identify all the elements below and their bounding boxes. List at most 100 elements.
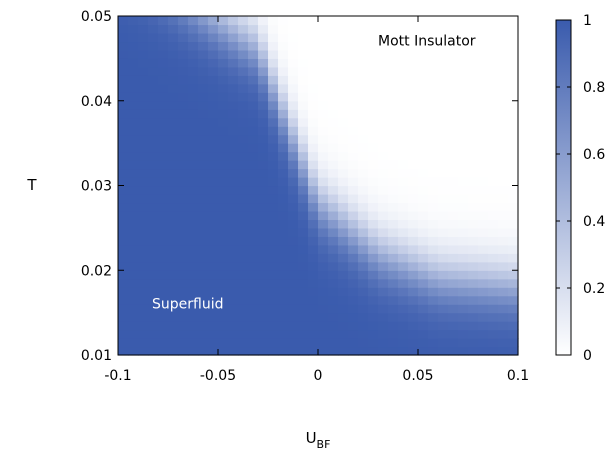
heatmap-cell <box>188 66 199 76</box>
heatmap-cell <box>498 295 509 305</box>
heatmap-cell <box>258 92 269 102</box>
x-axis-label-main: U <box>306 429 317 447</box>
heatmap-cell <box>368 49 379 59</box>
heatmap-cell <box>248 151 259 161</box>
heatmap-cell <box>228 278 239 288</box>
heatmap-cell <box>458 16 469 26</box>
heatmap-cell <box>168 160 179 170</box>
heatmap-cell <box>208 134 219 144</box>
heatmap-cell <box>178 75 189 85</box>
heatmap-cell <box>238 295 249 305</box>
heatmap-cell <box>228 49 239 59</box>
heatmap-cell <box>438 58 449 68</box>
heatmap-cell <box>178 58 189 68</box>
heatmap-cell <box>298 134 309 144</box>
heatmap-cell <box>468 24 479 34</box>
colorbar-tick-label: 0.8 <box>583 80 605 96</box>
heatmap-cell <box>318 160 329 170</box>
heatmap-cell <box>428 168 439 178</box>
heatmap-cell <box>268 75 279 85</box>
heatmap-cell <box>168 41 179 51</box>
heatmap-cell <box>498 100 509 110</box>
heatmap-cell <box>278 49 289 59</box>
heatmap-cell <box>308 58 319 68</box>
heatmap-cell <box>268 312 279 322</box>
heatmap-cell <box>298 168 309 178</box>
heatmap-cell <box>168 32 179 43</box>
heatmap-cell <box>498 151 509 161</box>
heatmap-cell <box>378 185 389 195</box>
heatmap-cell <box>438 270 449 280</box>
heatmap-cell <box>298 16 309 26</box>
heatmap-cell <box>388 261 399 271</box>
heatmap-cell <box>178 24 189 34</box>
heatmap-cell <box>228 346 239 356</box>
heatmap-cell <box>498 75 509 85</box>
heatmap-cell <box>168 66 179 76</box>
heatmap-cell <box>358 227 369 237</box>
y-tick-label: 0.03 <box>81 179 112 195</box>
heatmap-cell <box>328 185 339 195</box>
heatmap-cell <box>428 75 439 85</box>
heatmap-cell <box>158 134 169 144</box>
heatmap-cell <box>358 49 369 59</box>
heatmap-cell <box>148 109 159 119</box>
heatmap-cell <box>388 49 399 59</box>
heatmap-cell <box>408 261 419 271</box>
heatmap-cell <box>288 24 299 34</box>
heatmap-cell <box>308 346 319 356</box>
heatmap-cell <box>388 278 399 288</box>
heatmap-cell <box>288 160 299 170</box>
heatmap-cell <box>128 58 139 68</box>
heatmap-cell <box>318 227 329 237</box>
heatmap-cell <box>298 329 309 339</box>
heatmap-cell <box>168 151 179 161</box>
heatmap-cell <box>428 227 439 237</box>
heatmap-cell <box>338 92 349 102</box>
heatmap-cell <box>428 210 439 220</box>
heatmap-cell <box>488 227 499 237</box>
heatmap-cell <box>478 177 489 187</box>
heatmap-cell <box>138 321 149 331</box>
heatmap-cell <box>398 49 409 59</box>
heatmap-cell <box>278 92 289 102</box>
heatmap-cell <box>158 168 169 178</box>
heatmap-cell <box>368 75 379 85</box>
heatmap-cell <box>498 278 509 288</box>
heatmap-cell <box>458 236 469 246</box>
heatmap-cell <box>158 244 169 254</box>
heatmap-cell <box>188 75 199 85</box>
heatmap-cell <box>208 126 219 136</box>
heatmap-cell <box>488 92 499 102</box>
heatmap-cell <box>368 287 379 297</box>
heatmap-cell <box>278 185 289 195</box>
heatmap-cell <box>148 92 159 102</box>
heatmap-cell <box>218 75 229 85</box>
heatmap-cell <box>128 261 139 271</box>
heatmap-cell <box>408 143 419 153</box>
heatmap-cell <box>408 304 419 314</box>
heatmap-cell <box>418 287 429 297</box>
heatmap-cell <box>268 270 279 280</box>
heatmap-cell <box>178 193 189 204</box>
heatmap-cell <box>268 134 279 144</box>
heatmap-cell <box>318 75 329 85</box>
heatmap-cell <box>198 278 209 288</box>
heatmap-cell <box>128 151 139 161</box>
heatmap-cell <box>508 151 519 161</box>
heatmap-cell <box>238 92 249 102</box>
heatmap-cell <box>218 66 229 76</box>
heatmap-cell <box>268 287 279 297</box>
heatmap-cell <box>338 177 349 187</box>
heatmap-cell <box>198 100 209 110</box>
heatmap-cell <box>218 227 229 237</box>
heatmap-cell <box>188 32 199 43</box>
heatmap-cell <box>308 151 319 161</box>
heatmap-cell <box>428 270 439 280</box>
heatmap-cell <box>438 304 449 314</box>
heatmap-cell <box>118 24 129 34</box>
heatmap-cell <box>418 193 429 204</box>
heatmap-cell <box>248 185 259 195</box>
heatmap-cell <box>398 295 409 305</box>
heatmap-cell <box>228 160 239 170</box>
